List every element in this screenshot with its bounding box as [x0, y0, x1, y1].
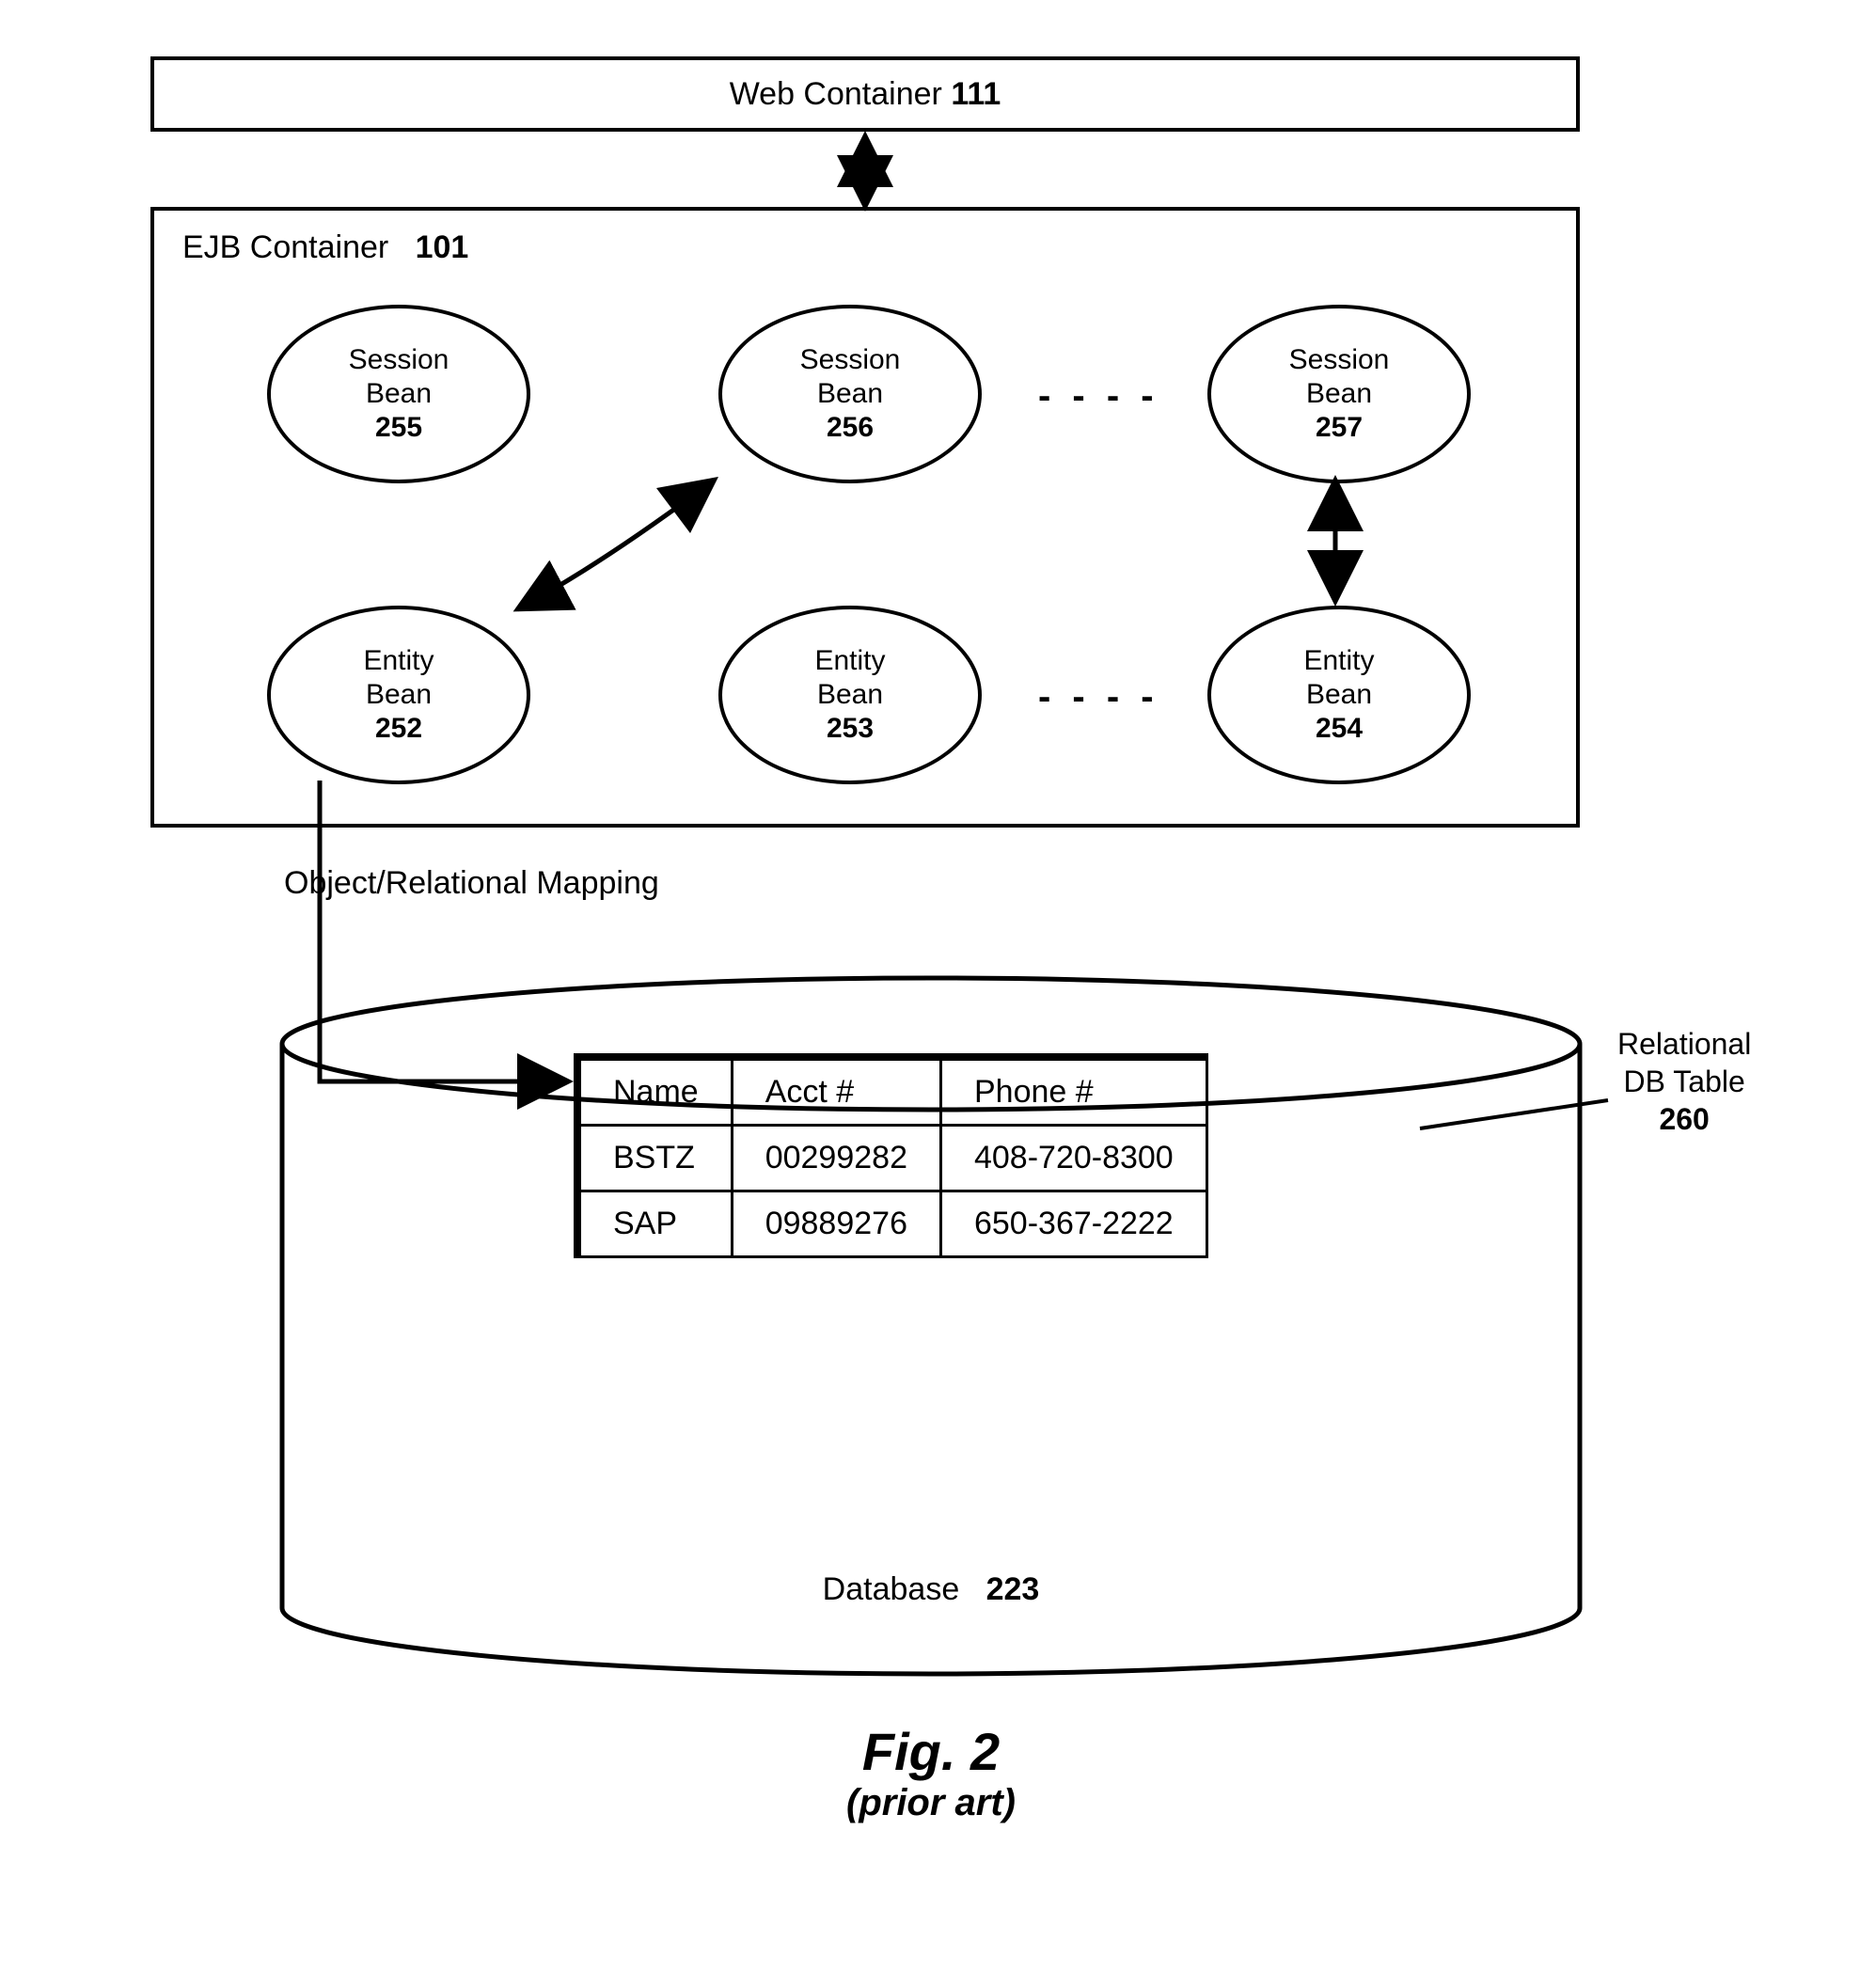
- bean-line2: Bean: [366, 678, 432, 712]
- session-bean-255: Session Bean 255: [267, 305, 530, 483]
- table-cell: SAP: [577, 1191, 732, 1257]
- web-container-box: Web Container 111: [150, 56, 1580, 132]
- figure-title: Fig. 2: [846, 1721, 1016, 1782]
- table-cell: 00299282: [732, 1126, 940, 1191]
- bean-line1: Entity: [814, 644, 885, 678]
- entity-bean-252: Entity Bean 252: [267, 606, 530, 784]
- bean-num: 254: [1316, 712, 1363, 746]
- figure-caption: Fig. 2 (prior art): [846, 1721, 1016, 1824]
- bean-line2: Bean: [817, 678, 883, 712]
- bean-line1: Session: [1289, 343, 1390, 377]
- bean-line2: Bean: [1306, 678, 1372, 712]
- ejb-container-num: 101: [416, 229, 469, 265]
- relational-db-table: Name Acct # Phone # BSTZ 00299282 408-72…: [574, 1053, 1208, 1258]
- database-label: Database 223: [823, 1571, 1040, 1608]
- database-cylinder: Name Acct # Phone # BSTZ 00299282 408-72…: [282, 997, 1580, 1655]
- web-container-label: Web Container: [730, 76, 942, 113]
- table-cell: 09889276: [732, 1191, 940, 1257]
- bean-num: 257: [1316, 411, 1363, 445]
- callout-line1: Relational: [1617, 1025, 1751, 1063]
- callout-line2: DB Table: [1617, 1063, 1751, 1100]
- bean-num: 256: [827, 411, 874, 445]
- or-mapping-label: Object/Relational Mapping: [284, 865, 659, 902]
- session-bean-256: Session Bean 256: [718, 305, 982, 483]
- db-table-callout: Relational DB Table 260: [1617, 1025, 1751, 1138]
- bean-num: 253: [827, 712, 874, 746]
- bean-line2: Bean: [817, 377, 883, 411]
- table-cell: 650-367-2222: [940, 1191, 1206, 1257]
- bean-line1: Entity: [363, 644, 434, 678]
- web-container-num: 111: [951, 76, 1001, 113]
- session-bean-257: Session Bean 257: [1207, 305, 1471, 483]
- table-header: Phone #: [940, 1057, 1206, 1126]
- ejb-container-box: EJB Container 101 Session Bean 255 Sessi…: [150, 207, 1580, 828]
- callout-num: 260: [1659, 1102, 1709, 1136]
- bean-line1: Session: [800, 343, 901, 377]
- db-label-num: 223: [986, 1571, 1040, 1607]
- ejb-container-title: EJB Container 101: [182, 229, 1548, 266]
- diagram-root: Web Container 111 EJB Container 101 Sess…: [38, 38, 1824, 1918]
- ejb-container-label: EJB Container: [182, 229, 388, 265]
- table-cell: 408-720-8300: [940, 1126, 1206, 1191]
- bean-line2: Bean: [366, 377, 432, 411]
- table-header: Name: [577, 1057, 732, 1126]
- dots-bottom: - - - -: [1038, 676, 1159, 718]
- figure-subtitle: (prior art): [846, 1782, 1016, 1824]
- bean-line1: Entity: [1303, 644, 1374, 678]
- dots-top: - - - -: [1038, 375, 1159, 418]
- bean-line1: Session: [349, 343, 449, 377]
- bean-num: 255: [375, 411, 422, 445]
- entity-bean-253: Entity Bean 253: [718, 606, 982, 784]
- entity-bean-254: Entity Bean 254: [1207, 606, 1471, 784]
- bean-num: 252: [375, 712, 422, 746]
- table-header: Acct #: [732, 1057, 940, 1126]
- db-label-text: Database: [823, 1571, 960, 1607]
- table-cell: BSTZ: [577, 1126, 732, 1191]
- bean-line2: Bean: [1306, 377, 1372, 411]
